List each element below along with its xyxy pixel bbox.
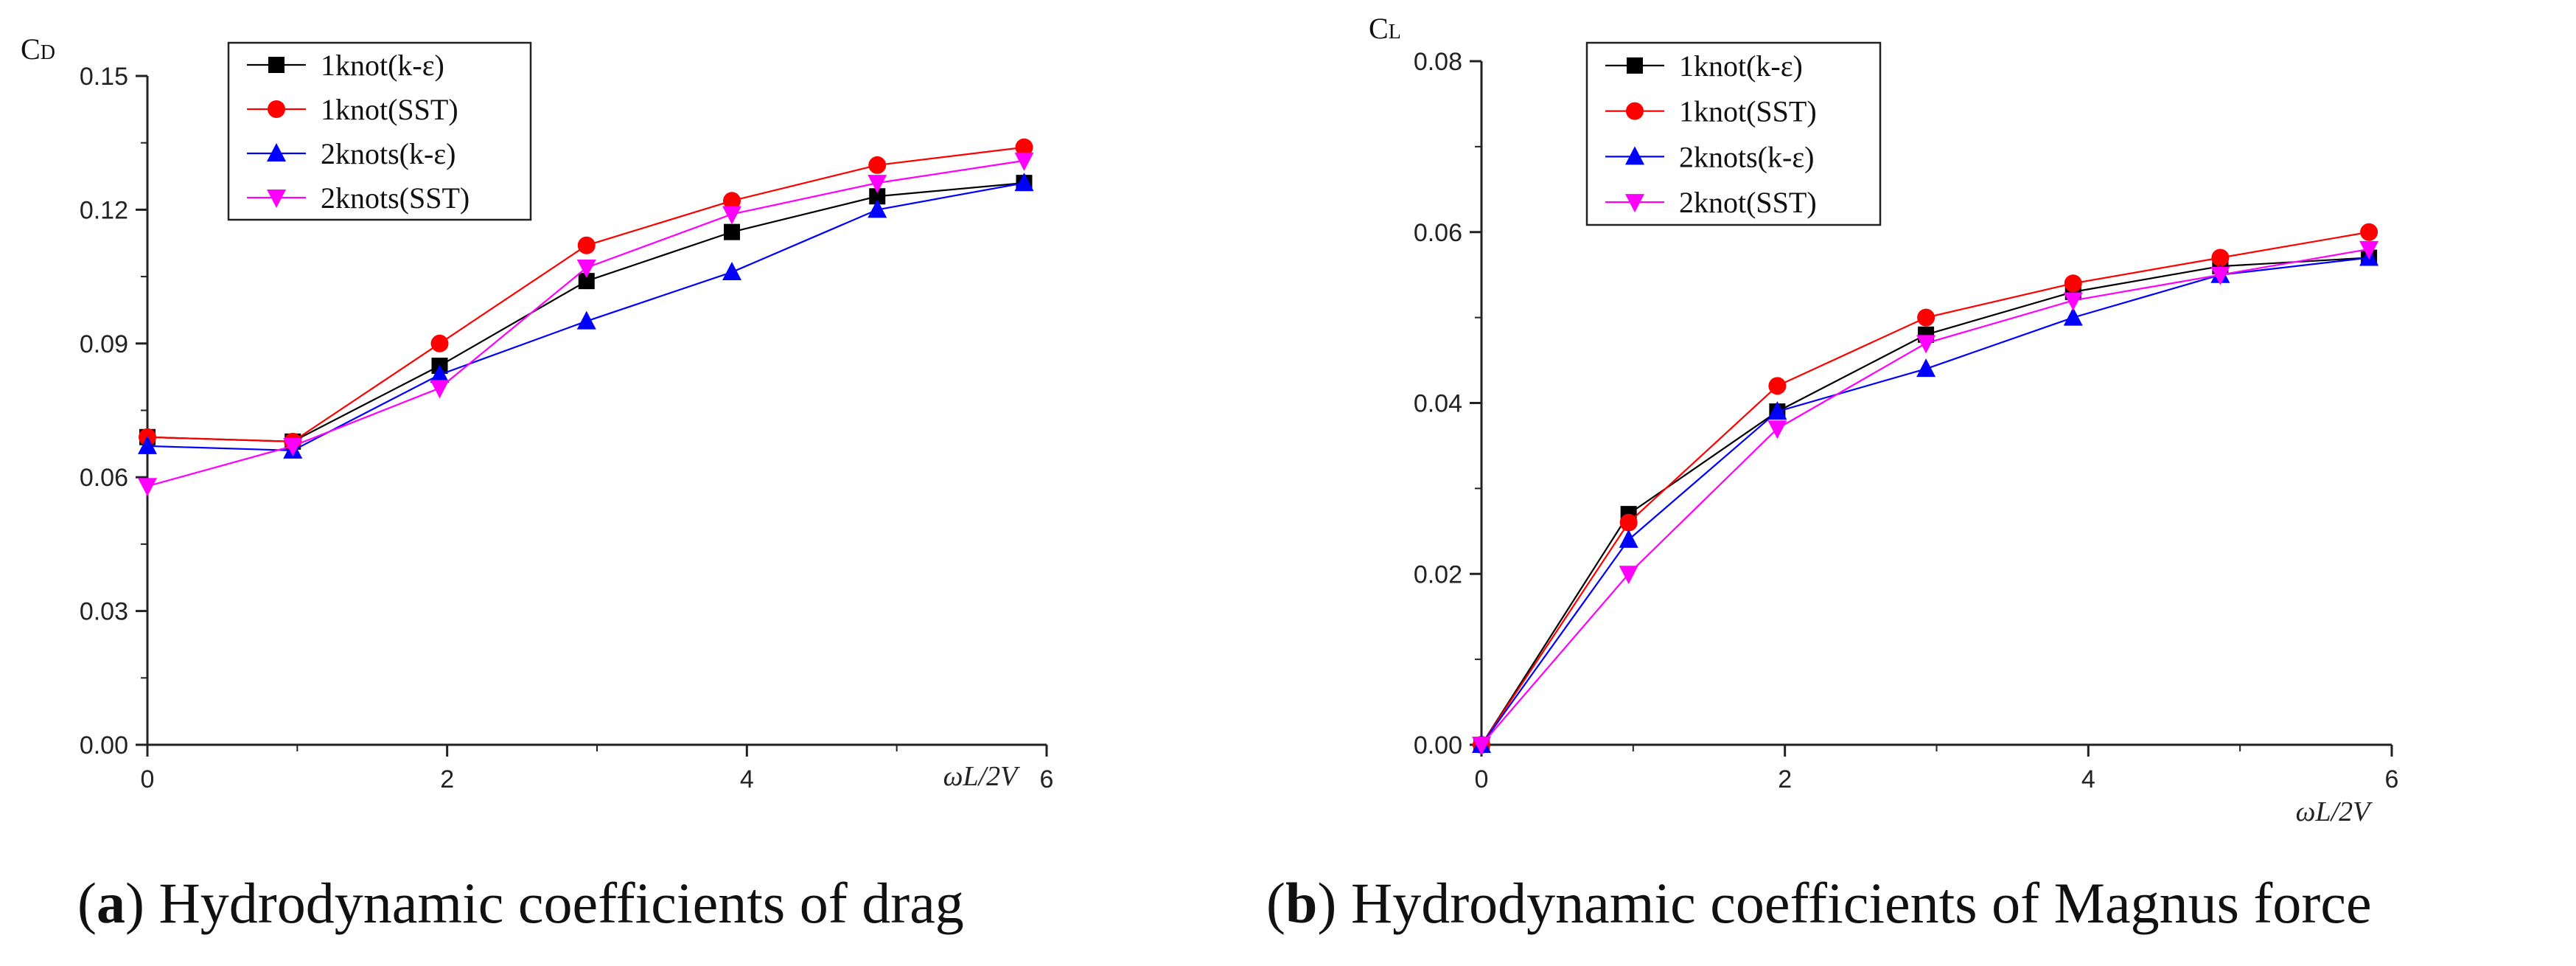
data-point-series-2 — [2064, 274, 2082, 293]
y-axis-title-main: C — [21, 32, 41, 66]
y-axis-title: CL — [1369, 12, 1401, 45]
data-point-series-3 — [868, 199, 887, 218]
data-point-series-4 — [1619, 566, 1638, 585]
caption-a-label: a — [96, 871, 125, 935]
x-tick-label: 6 — [2385, 765, 2399, 793]
data-point-series-3 — [576, 310, 596, 330]
caption-b-text: Hydrodynamic coefficients of Magnus forc… — [1350, 871, 2372, 935]
data-point-series-2 — [2360, 223, 2378, 241]
y-tick-label: 0.00 — [80, 732, 128, 760]
x-axis-title: ωL/2V — [2296, 796, 2373, 827]
x-tick-label: 0 — [1475, 765, 1489, 793]
chart-panel-drag: 0.00 0.03 0.06 0.09 0.12 0.15 0 2 4 6 ωL/2V CD 1knot… — [21, 32, 1053, 793]
data-point-series-4 — [722, 206, 741, 225]
y-axis-title: CD — [21, 32, 55, 66]
data-point-series-2 — [723, 192, 741, 210]
y-tick-label: 0.04 — [1414, 390, 1462, 418]
y-axis-title-main: C — [1369, 12, 1389, 45]
data-point-series-2 — [1768, 377, 1787, 395]
data-point-series-1 — [869, 188, 886, 205]
data-point-series-3 — [430, 364, 450, 383]
data-point-series-4 — [283, 437, 303, 456]
x-tick-label: 0 — [141, 765, 155, 793]
y-tick-label: 0.06 — [1414, 219, 1462, 247]
data-point-series-3 — [1916, 358, 1936, 378]
x-tick-label: 2 — [1778, 765, 1792, 793]
legend-label-4: 2knots(SST) — [321, 181, 470, 215]
data-point-series-2 — [430, 334, 449, 352]
y-tick-label: 0.03 — [80, 598, 128, 626]
data-point-series-4 — [1014, 152, 1034, 171]
legend-marker-4 — [1625, 194, 1644, 213]
x-tick-label: 6 — [1040, 765, 1054, 793]
legend-label-1: 1knot(k-ε) — [1679, 49, 1803, 83]
data-point-series-2 — [1917, 308, 1936, 327]
y-axis-title-sub: D — [41, 41, 55, 64]
data-point-series-4 — [1916, 335, 1936, 354]
legend-marker-3 — [267, 143, 286, 161]
legend-marker-1 — [1627, 57, 1643, 74]
data-point-series-2 — [2211, 249, 2230, 267]
caption-a-text: Hydrodynamic coefficients of drag — [158, 871, 964, 935]
data-point-series-4 — [430, 380, 450, 399]
y-tick-label: 0.15 — [80, 63, 128, 91]
legend-label-2: 1knot(SST) — [1679, 95, 1817, 128]
y-tick-label: 0.02 — [1414, 560, 1462, 588]
legend-marker-1 — [268, 57, 285, 73]
legend-marker-4 — [267, 190, 286, 208]
legend-marker-3 — [1625, 146, 1644, 165]
data-point-series-3 — [722, 262, 741, 281]
data-point-series-3 — [138, 435, 157, 454]
legend-label-2: 1knot(SST) — [321, 93, 458, 126]
legend-marker-2 — [268, 100, 285, 118]
data-point-series-2 — [868, 156, 887, 174]
legend-label-4: 2knot(SST) — [1679, 186, 1817, 219]
data-point-series-4 — [138, 478, 157, 497]
legend-label-3: 2knots(k-ε) — [321, 137, 455, 170]
y-axis-title-sub: L — [1389, 21, 1401, 44]
data-point-series-1 — [724, 223, 740, 240]
data-point-series-4 — [2063, 292, 2083, 311]
y-tick-label: 0.09 — [80, 330, 128, 358]
y-tick-label: 0.08 — [1414, 48, 1462, 76]
x-tick-label: 4 — [740, 765, 754, 793]
y-tick-label: 0.12 — [80, 196, 128, 224]
data-point-series-2 — [1015, 138, 1033, 156]
data-point-series-3 — [2063, 307, 2083, 326]
legend-label-3: 2knots(k-ε) — [1679, 140, 1814, 173]
data-point-series-4 — [868, 175, 887, 194]
data-point-series-1 — [578, 273, 595, 290]
x-axis-title: ωL/2V — [943, 761, 1021, 792]
chart-panel-magnus: 0.00 0.02 0.04 0.06 0.08 0 2 4 6 ωL/2V CL 1knot(k-ε… — [1369, 12, 2398, 827]
x-tick-label: 4 — [2081, 765, 2095, 793]
data-point-series-2 — [577, 236, 596, 254]
data-point-series-4 — [1472, 737, 1491, 755]
data-point-series-4 — [2359, 240, 2379, 260]
data-point-series-4 — [1767, 420, 1787, 439]
caption-b: (b) Hydrodynamic coefficients of Magnus … — [1266, 871, 2372, 935]
caption-b-label: b — [1285, 871, 1318, 935]
y-tick-label: 0.00 — [1414, 732, 1462, 760]
caption-a: (a) Hydrodynamic coefficients of drag — [77, 871, 964, 935]
legend-marker-2 — [1626, 102, 1644, 120]
y-tick-label: 0.06 — [80, 464, 128, 492]
data-point-series-4 — [2210, 266, 2230, 285]
data-point-series-4 — [576, 260, 596, 279]
data-point-series-3 — [1014, 173, 1034, 192]
x-tick-label: 2 — [440, 765, 454, 793]
legend-label-1: 1knot(k-ε) — [321, 49, 444, 82]
data-point-series-3 — [1767, 401, 1787, 420]
data-point-series-3 — [1619, 529, 1638, 548]
data-point-series-2 — [1619, 513, 1638, 532]
series-line-1 — [147, 182, 1025, 442]
